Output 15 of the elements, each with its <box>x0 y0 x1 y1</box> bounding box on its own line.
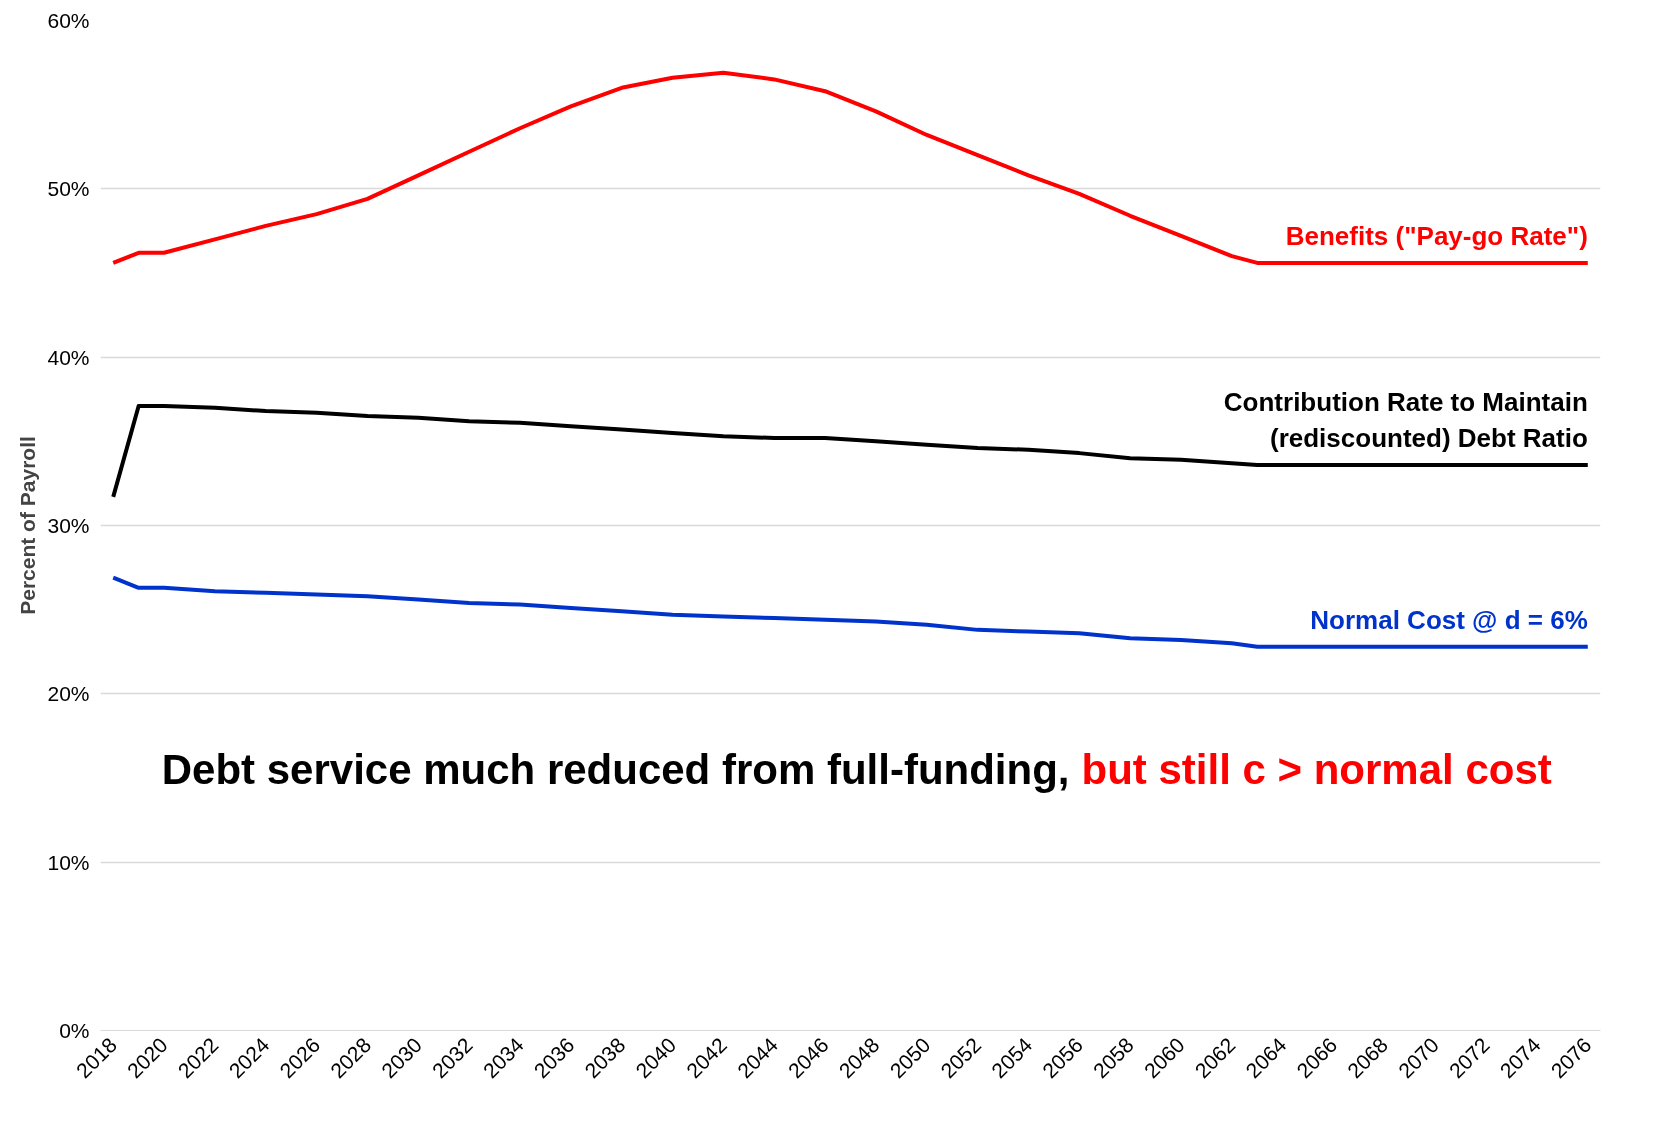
y-axis-title: Percent of Payroll <box>16 436 40 615</box>
y-tick-label: 30% <box>47 514 90 537</box>
annotation: but still c > normal cost <box>1081 746 1552 794</box>
y-tick-label: 50% <box>47 177 90 201</box>
line-series <box>111 70 1590 265</box>
y-tick-label: 0% <box>59 1019 90 1042</box>
series-label: Benefits ("Pay-go Rate") <box>1285 220 1588 251</box>
y-tick-label: 20% <box>47 682 90 706</box>
y-tick-label: 60% <box>47 9 90 32</box>
annotation: Debt service much reduced from full-funding, <box>161 746 1070 794</box>
line-series <box>111 575 1590 649</box>
y-tick-label: 40% <box>47 345 90 369</box>
series-label: Normal Cost @ d = 6% <box>1310 604 1588 635</box>
y-tick-label: 10% <box>47 850 90 874</box>
series-label: Contribution Rate to Maintain (rediscounted) Debt Ratio <box>1223 386 1588 453</box>
